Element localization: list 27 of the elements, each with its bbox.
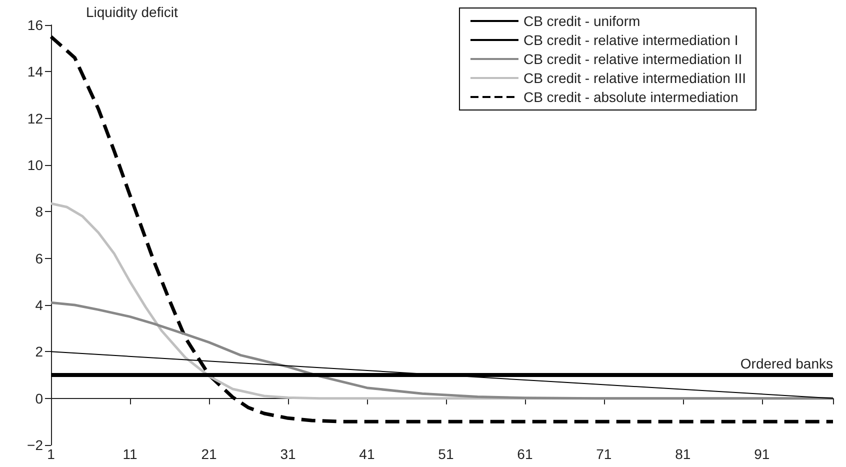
y-tick-label: −2	[27, 437, 44, 453]
y-axis-title: Liquidity deficit	[86, 4, 178, 20]
y-tick-label: 4	[35, 297, 44, 313]
y-tick-label: 8	[35, 204, 44, 220]
x-tick-label: 71	[596, 446, 612, 462]
y-tick-label: 0	[35, 390, 44, 406]
x-tick-label: 41	[359, 446, 375, 462]
x-axis-title: Ordered banks	[740, 355, 833, 372]
x-tick-label: 21	[201, 446, 217, 462]
y-tick-label: 14	[27, 64, 44, 80]
y-tick-label: 6	[35, 250, 44, 266]
legend-label: CB credit - relative intermediation III	[523, 70, 746, 86]
legend-label: CB credit - uniform	[523, 13, 640, 29]
legend-label: CB credit - relative intermediation II	[523, 51, 742, 67]
y-tick-label: 16	[27, 17, 44, 33]
x-tick-label: 91	[754, 446, 770, 462]
x-tick-label: 1	[47, 446, 56, 462]
x-tick-label: 61	[517, 446, 533, 462]
y-tick-label: 10	[27, 157, 44, 173]
legend-label: CB credit - absolute intermediation	[523, 89, 738, 105]
y-tick-label: 12	[27, 110, 44, 126]
x-tick-label: 11	[122, 446, 138, 462]
x-tick-label: 81	[675, 446, 691, 462]
x-tick-label: 31	[280, 446, 296, 462]
y-tick-label: 2	[35, 344, 44, 360]
x-tick-label: 51	[438, 446, 454, 462]
legend-label: CB credit - relative intermediation I	[523, 32, 738, 48]
